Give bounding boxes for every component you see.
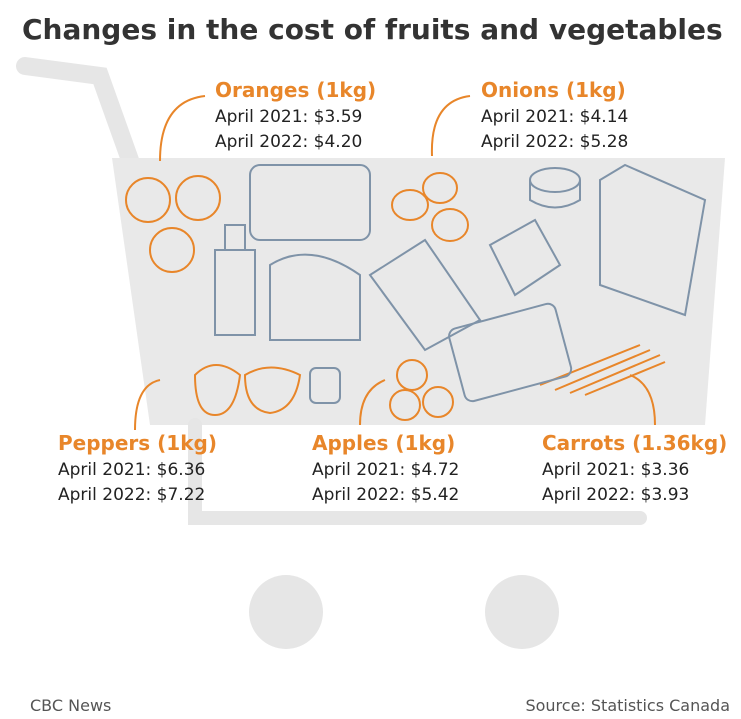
grocery-icons bbox=[125, 163, 707, 421]
item-name: Onions (1kg) bbox=[481, 78, 626, 102]
title: Changes in the cost of fruits and vegeta… bbox=[22, 13, 723, 46]
source: Source: Statistics Canada bbox=[525, 696, 730, 715]
item-name: Oranges (1kg) bbox=[215, 78, 376, 102]
cart bbox=[16, 57, 725, 649]
item-name: Apples (1kg) bbox=[312, 431, 455, 455]
credit: CBC News bbox=[30, 696, 111, 715]
price-line: April 2021: $6.36 bbox=[58, 460, 205, 480]
pointer-arrows bbox=[134, 95, 656, 431]
price-line: April 2021: $4.72 bbox=[312, 460, 459, 480]
price-line: April 2021: $3.59 bbox=[215, 107, 362, 127]
price-line: April 2021: $4.14 bbox=[481, 107, 628, 127]
price-line: April 2022: $5.28 bbox=[481, 132, 628, 152]
price-line: April 2022: $7.22 bbox=[58, 485, 205, 505]
price-line: April 2021: $3.36 bbox=[542, 460, 689, 480]
item-name: Peppers (1kg) bbox=[58, 431, 217, 455]
price-line: April 2022: $4.20 bbox=[215, 132, 362, 152]
price-line: April 2022: $3.93 bbox=[542, 485, 689, 505]
price-line: April 2022: $5.42 bbox=[312, 485, 459, 505]
item-name: Carrots (1.36kg) bbox=[542, 431, 727, 455]
